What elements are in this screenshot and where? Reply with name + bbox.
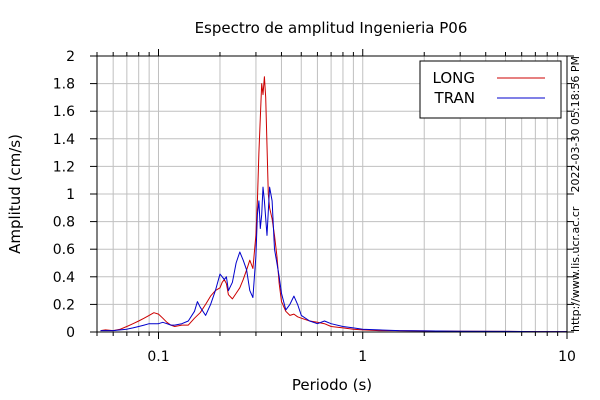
series-line-long [100, 76, 567, 333]
y-tick-label: 0.6 [53, 242, 75, 258]
y-tick-label: 0 [66, 325, 75, 341]
x-axis-label: Periodo (s) [292, 376, 372, 394]
y-tick-label: 1.6 [53, 104, 75, 120]
y-tick-label: 0.4 [53, 270, 75, 286]
series-line-tran [100, 186, 567, 333]
legend-label-long: LONG [433, 69, 475, 87]
y-tick-label: 1.4 [53, 132, 75, 148]
x-tick-label: 10 [558, 349, 576, 365]
grid [96, 55, 567, 333]
y-tick-label: 0.8 [53, 215, 75, 231]
y-axis-label: Amplitud (cm/s) [6, 134, 24, 254]
timestamp-annotation: 2022-03-30 05:18:56 PM [569, 56, 582, 192]
y-tick-label: 2 [66, 49, 75, 65]
y-tick-label: 1.2 [53, 159, 75, 175]
y-tick-label: 0.2 [53, 297, 75, 313]
x-tick-label: 1 [358, 349, 367, 365]
y-tick-label: 1.8 [53, 77, 75, 93]
legend: LONG TRAN [419, 60, 562, 119]
series-layer [100, 76, 567, 333]
legend-label-tran: TRAN [434, 89, 475, 107]
axes: 0.1 1 10 0 0.2 0.4 0.6 0.8 1 1.2 1.4 1.6 1.8 2 [53, 49, 576, 365]
legend-box [419, 60, 562, 119]
x-tick-label: 0.1 [147, 349, 169, 365]
website-annotation: http://www.lis.ucr.ac.cr [569, 206, 582, 332]
chart-title: Espectro de amplitud Ingenieria P06 [195, 19, 468, 37]
y-tick-label: 1 [66, 187, 75, 203]
